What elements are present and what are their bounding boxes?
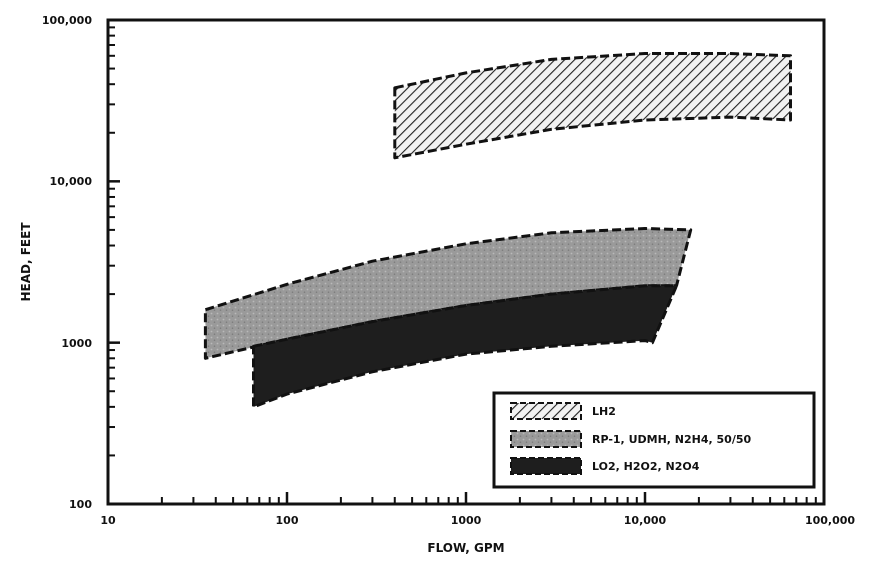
y-tick-label-3: 100,000 bbox=[42, 14, 92, 27]
y-tick-label-2: 10,000 bbox=[50, 175, 93, 188]
y-tick-label-0: 100 bbox=[69, 498, 92, 511]
ticks-layer bbox=[106, 26, 817, 506]
legend-label-lo2: LO2, H2O2, N2O4 bbox=[592, 460, 700, 473]
series-band-0 bbox=[393, 52, 792, 160]
legend: LH2 RP-1, UDMH, N2H4, 50/50 LO2, H2O2, N… bbox=[492, 391, 816, 489]
y-axis-title: HEAD, FEET bbox=[19, 222, 33, 302]
series-layer bbox=[203, 52, 792, 409]
x-axis-title: FLOW, GPM bbox=[427, 541, 504, 555]
x-tick-label-2: 1000 bbox=[451, 514, 482, 527]
y-tick-label-1: 1000 bbox=[61, 337, 92, 350]
x-tick-label-1: 100 bbox=[276, 514, 299, 527]
legend-swatch-lo2 bbox=[510, 457, 582, 475]
legend-swatch-rp1 bbox=[510, 430, 582, 448]
x-tick-label-4: 100,000 bbox=[805, 514, 855, 527]
legend-swatch-lh2 bbox=[510, 402, 582, 420]
x-tick-label-3: 10,000 bbox=[624, 514, 667, 527]
legend-label-rp1: RP-1, UDMH, N2H4, 50/50 bbox=[592, 433, 751, 446]
legend-label-lh2: LH2 bbox=[592, 405, 616, 418]
x-tick-label-0: 10 bbox=[100, 514, 116, 527]
series-band-2 bbox=[252, 284, 678, 409]
